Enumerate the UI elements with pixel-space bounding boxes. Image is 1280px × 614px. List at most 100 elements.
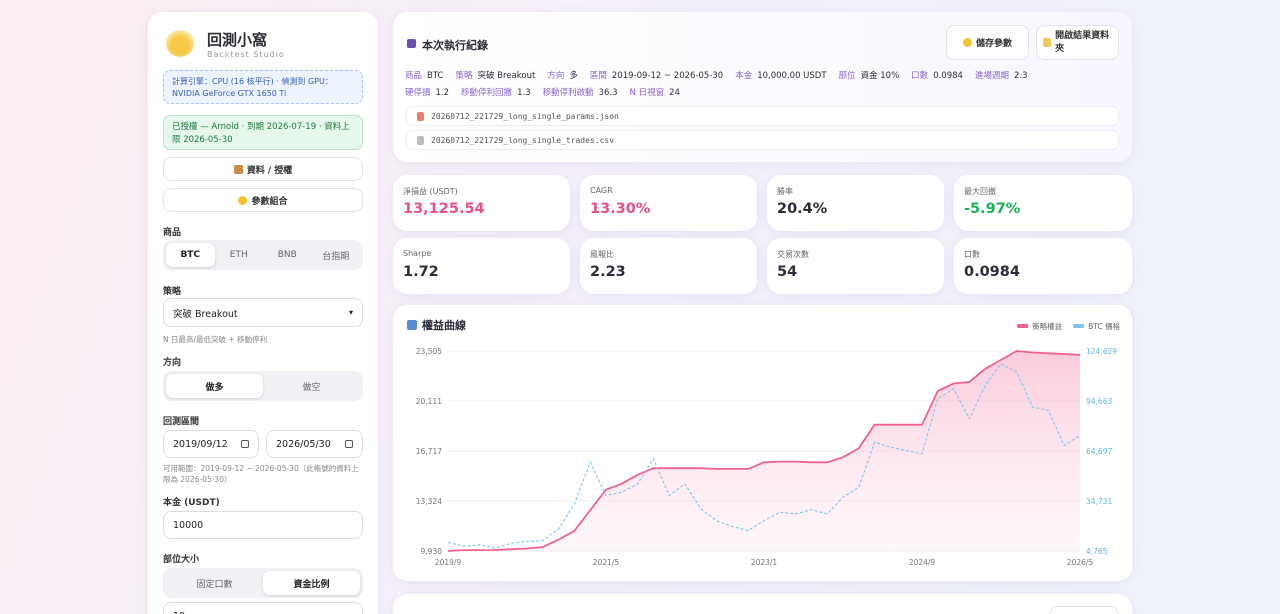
y-tick-label: 20,111 <box>416 397 442 406</box>
metric-label: 淨損益 (USDT) <box>403 187 458 196</box>
app-title: 回測小窩 <box>207 31 268 49</box>
meta-item: 部位 資金 10% <box>839 69 900 81</box>
capital-input[interactable]: 10000 <box>163 511 363 539</box>
button-label: 開啟結果資料夾 <box>1055 30 1110 54</box>
meta-label: 本金 <box>735 71 753 81</box>
legend-label: BTC 價格 <box>1088 321 1120 331</box>
end-date[interactable]: 2026/05/30 <box>266 430 363 458</box>
metric-label: 交易次數 <box>777 250 809 259</box>
y2-tick-label: 94,663 <box>1086 397 1112 406</box>
metric-label: Sharpe <box>403 249 432 258</box>
open-folder-button[interactable]: 開啟結果資料夾 <box>1036 25 1119 60</box>
meta-item: 口數 0.0984 <box>911 69 963 81</box>
y2-tick-label: 124,629 <box>1086 347 1117 356</box>
legend-label: 策略權益 <box>1032 321 1062 331</box>
meta-label: 策略 <box>455 71 473 81</box>
icon <box>962 38 972 47</box>
metric-value: 2.23 <box>590 264 626 280</box>
end-value: 2026/05/30 <box>276 438 331 450</box>
trades-card <box>393 594 1132 614</box>
meta-item: 進場週期 2.3 <box>975 69 1028 81</box>
strategy-select[interactable]: 突破 Breakout ▾ <box>163 298 363 327</box>
meta-item: 區間 2019-09-12 ~ 2026-05-30 <box>590 69 723 81</box>
file-icon <box>417 136 424 145</box>
metric-label: 口數 <box>964 250 980 259</box>
start-date[interactable]: 2019/09/12 <box>163 430 259 458</box>
strategy-value: 突破 Breakout <box>173 308 238 320</box>
metric-value: 13,125.54 <box>403 201 485 217</box>
meta-item: 商品 BTC <box>405 69 443 81</box>
param-sets-button[interactable]: 參數組合 <box>163 188 363 212</box>
product-option[interactable]: ETH <box>229 250 248 260</box>
meta-item: 移動停利啟動 36.3 <box>543 86 618 98</box>
product-selector: BTC ETH BNB 台指期 <box>163 240 363 270</box>
x-tick-label: 2019/9 <box>435 558 462 567</box>
product-option[interactable]: 台指期 <box>322 251 350 262</box>
x-tick-label: 2024/9 <box>909 558 936 567</box>
compute-engine: 計算引擎：CPU (16 核平行) · 偵測到 GPU：NVIDIA GeFor… <box>163 70 363 104</box>
x-tick-label: 2021/5 <box>593 558 620 567</box>
size-input[interactable]: 10 <box>163 602 363 614</box>
meta-value: BTC <box>427 71 444 81</box>
equity-area <box>448 351 1080 551</box>
metric-value: 1.72 <box>403 264 439 280</box>
direction-option[interactable]: 做多 <box>166 374 263 398</box>
icon <box>407 39 416 48</box>
metric-card: Sharpe 1.72 <box>393 238 570 294</box>
meta-item: 硬停損 1.2 <box>405 86 449 98</box>
meta-label: 硬停損 <box>405 88 431 98</box>
run-title: 本次執行紀錄 <box>422 39 488 52</box>
meta-value: 2019-09-12 ~ 2026-05-30 <box>611 71 724 81</box>
y-tick-label: 23,505 <box>416 347 442 356</box>
chart-icon <box>407 320 417 330</box>
direction-label: 方向 <box>163 358 182 368</box>
metric-value: -5.97% <box>964 201 1021 217</box>
size-mode-option[interactable]: 資金比例 <box>263 571 360 595</box>
metric-label: 勝率 <box>777 187 793 196</box>
icon <box>1043 38 1052 47</box>
y-tick-label: 13,324 <box>416 497 442 506</box>
product-label: 商品 <box>163 228 182 238</box>
size-label: 部位大小 <box>163 555 200 565</box>
meta-label: 方向 <box>547 71 565 81</box>
chart-card: 權益曲線 9,930 13,324 16,717 20,111 23,505 4,765 3… <box>393 305 1132 581</box>
button-label: 儲存參數 <box>975 39 1012 49</box>
calendar-icon <box>345 440 353 448</box>
meta-item: 方向多 <box>547 69 578 81</box>
metric-value: 0.0984 <box>964 264 1020 280</box>
meta-value: 突破 Breakout <box>477 71 536 81</box>
result-file: 20260712_221729_long_single_params.json <box>406 106 1119 126</box>
capital-label: 本金 (USDT) <box>163 498 220 508</box>
sidebar: 回測小窩 Backtest Studio 計算引擎：CPU (16 核平行) ·… <box>148 12 378 614</box>
app-subtitle: Backtest Studio <box>207 50 285 59</box>
strategy-hint: N 日最高/最低突破 + 移動停利 <box>163 335 268 344</box>
meta-value: 36.3 <box>598 88 618 98</box>
button-label: 參數組合 <box>251 196 288 207</box>
meta-label: 移動停利回撤 <box>461 88 513 98</box>
product-option[interactable]: BTC <box>166 243 215 267</box>
size-mode-option[interactable]: 固定口數 <box>196 579 233 590</box>
card-button[interactable] <box>1049 606 1119 614</box>
metric-card: 勝率 20.4% <box>767 175 944 231</box>
metric-label: 風報比 <box>590 250 614 259</box>
chart-title: 權益曲線 <box>422 318 466 332</box>
data-license-button[interactable]: 資料 / 授權 <box>163 157 363 181</box>
metric-card: 口數 0.0984 <box>954 238 1132 294</box>
x-tick-label: 2023/1 <box>751 558 778 567</box>
run-record: 本次執行紀錄 儲存參數 開啟結果資料夾 商品 BTC 策略 突破 Breakout 方向… <box>393 12 1132 162</box>
metric-card: 交易次數 54 <box>767 238 944 294</box>
meta-value: 多 <box>569 71 578 81</box>
metric-value: 20.4% <box>777 201 828 217</box>
save-params-button[interactable]: 儲存參數 <box>946 25 1029 60</box>
meta-label: 商品 <box>405 71 423 81</box>
range-hint: 可用範圍：2019-09-12 ~ 2026-05-30（此帳號的資料上限為 2… <box>163 464 359 484</box>
meta-item: 策略 突破 Breakout <box>455 69 535 81</box>
product-option[interactable]: BNB <box>277 250 297 260</box>
icon <box>238 195 248 205</box>
file-icon <box>417 112 424 121</box>
strategy-label: 策略 <box>163 287 182 297</box>
direction-option[interactable]: 做空 <box>302 382 321 393</box>
meta-label: 區間 <box>589 71 607 81</box>
meta-item: 移動停利回撤 1.3 <box>461 86 531 98</box>
